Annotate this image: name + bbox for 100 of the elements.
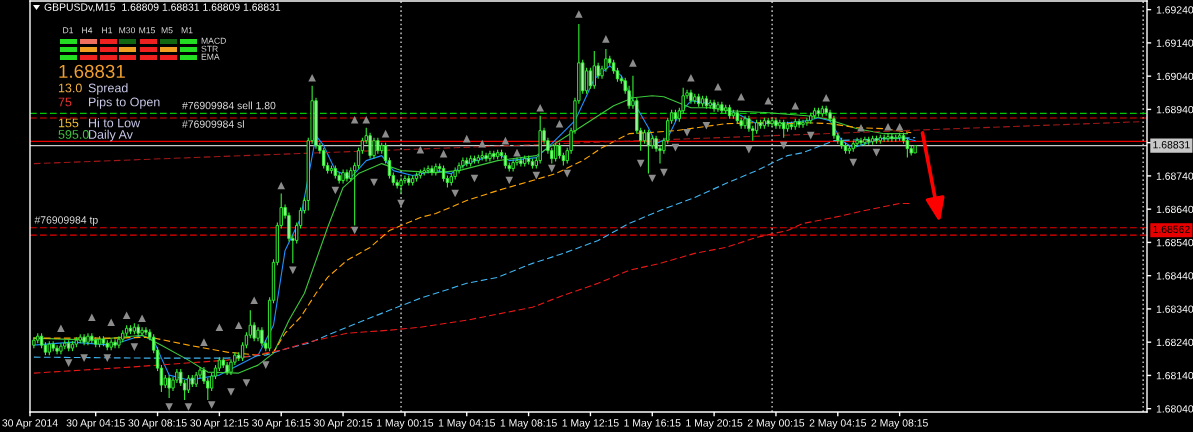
point: [234, 321, 243, 330]
annotation: H1: [102, 27, 113, 34]
ref-line-label: #76909984 tp: [34, 216, 98, 226]
x-tick-label: 2 May 00:15: [747, 419, 805, 429]
candlestick: [322, 147, 326, 170]
point: [563, 169, 572, 178]
point: [331, 186, 340, 195]
x-tick-label: 1 May 04:15: [438, 419, 495, 429]
point: [80, 354, 88, 362]
point: [806, 131, 815, 140]
point: [629, 59, 637, 67]
point: [849, 158, 858, 167]
point: [532, 171, 541, 180]
annotation: 155: [58, 118, 79, 128]
candlestick: [797, 118, 801, 129]
point: [791, 101, 800, 110]
point: [57, 324, 65, 333]
point: [702, 121, 711, 130]
y-tick-label: 1.69240: [1156, 6, 1193, 14]
point: [555, 119, 564, 128]
candlestick: [886, 133, 890, 143]
point: [764, 96, 773, 105]
point: [822, 93, 830, 102]
x-tick-label: 30 Apr 08:15: [128, 419, 187, 429]
annotation: Hi to Low: [89, 118, 141, 128]
point: [714, 82, 722, 91]
candlestick: [484, 152, 488, 163]
line-series: [33, 202, 912, 374]
candlestick: [592, 50, 596, 90]
candlestick: [113, 338, 117, 349]
candlestick: [863, 136, 867, 147]
x-tick-label: 2 May 08:15: [871, 419, 928, 429]
candlestick: [55, 344, 59, 355]
point: [687, 74, 695, 82]
point: [242, 379, 251, 387]
y-tick-label: 1.68140: [1156, 371, 1193, 380]
point: [536, 103, 544, 112]
candlestick: [140, 326, 144, 337]
x-tick-label: 1 May 08:15: [500, 419, 557, 429]
point: [64, 359, 73, 367]
annotation: 13.0: [58, 83, 82, 93]
x-tick-label: 30 Apr 16:15: [252, 419, 311, 429]
candlestick: [167, 374, 171, 399]
point: [122, 311, 131, 320]
x-tick-label: 1 May 16:15: [624, 419, 681, 429]
annotation: 595.0: [58, 130, 89, 139]
point: [215, 323, 224, 332]
annotation: Pips to Open: [89, 97, 160, 109]
candlestick: [430, 165, 434, 177]
point: [671, 143, 680, 152]
candlestick: [855, 137, 859, 148]
x-tick-label: 1 May 00:15: [377, 419, 434, 429]
point: [779, 141, 788, 150]
point: [737, 92, 745, 101]
annotation: 1.68831: [59, 64, 125, 79]
annotation: 75: [58, 97, 72, 107]
y-tick-label: 1.68440: [1156, 272, 1193, 280]
x-tick-label: 1 May 20:15: [686, 419, 743, 429]
candlestick: [144, 326, 148, 336]
point: [250, 296, 258, 305]
point: [107, 318, 115, 327]
y-tick-label: 1.68640: [1156, 205, 1193, 214]
candlestick: [260, 326, 264, 347]
point: [505, 176, 514, 185]
candlestick: [426, 165, 430, 175]
y-tick-label: 1.68340: [1156, 305, 1193, 313]
point: [575, 10, 583, 18]
x-tick-label: 1 May 12:15: [562, 419, 619, 429]
point: [745, 145, 753, 154]
x-tick-label: 2 May 04:15: [809, 419, 867, 429]
point: [227, 388, 235, 396]
y-tick-label: 1.68540: [1156, 238, 1193, 247]
annotation: MACD: [201, 37, 226, 44]
annotation: H4: [82, 27, 93, 34]
y-tick-label: 1.68040: [1156, 405, 1193, 413]
candlestick: [368, 132, 372, 160]
annotation: EMA: [201, 53, 220, 60]
x-tick-label: 30 Apr 20:15: [313, 419, 373, 429]
point: [350, 226, 359, 235]
point: [660, 168, 668, 177]
annotation: STR: [201, 45, 218, 52]
point: [103, 354, 112, 362]
candlestick: [716, 101, 720, 113]
ref-line-label: #76909984 sl: [182, 120, 244, 128]
point: [602, 35, 610, 43]
y-tick-label: 1.69140: [1156, 39, 1193, 47]
annotation: M15: [139, 27, 156, 34]
y-tick-label: 1.68240: [1156, 338, 1193, 347]
x-tick-label: 30 Apr 04:15: [66, 419, 125, 429]
chart-title: GBPUSDv,M15 1.68809 1.68831 1.68809 1.68831: [44, 3, 281, 13]
point: [648, 174, 657, 183]
candlestick: [519, 157, 523, 168]
point: [207, 401, 216, 409]
point: [165, 403, 173, 411]
y-tick-label: 1.68940: [1156, 105, 1193, 114]
candlestick: [859, 137, 863, 147]
candlestick: [588, 67, 593, 90]
point: [88, 313, 96, 322]
point: [308, 74, 316, 82]
point: [261, 361, 270, 369]
